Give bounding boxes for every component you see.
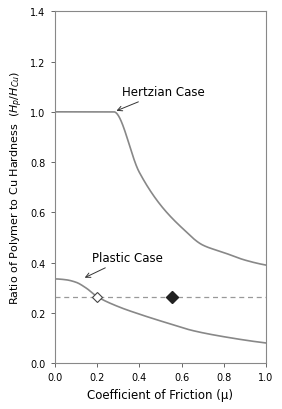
Text: Plastic Case: Plastic Case (86, 251, 162, 278)
Y-axis label: Ratio of Polymer to Cu Hardness  ($H_p/H_{Cu}$): Ratio of Polymer to Cu Hardness ($H_p/H_… (8, 71, 25, 305)
Text: Hertzian Case: Hertzian Case (117, 86, 205, 112)
X-axis label: Coefficient of Friction (μ): Coefficient of Friction (μ) (87, 388, 233, 401)
